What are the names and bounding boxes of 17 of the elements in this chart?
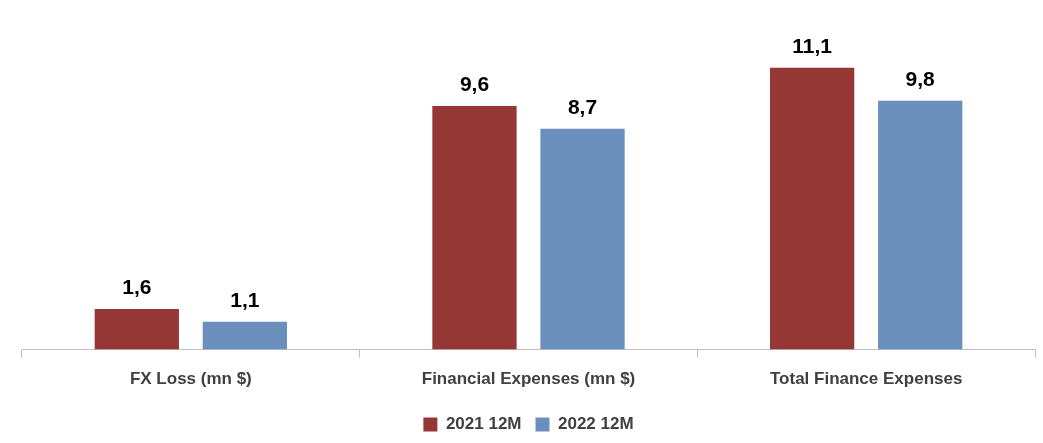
data-label: 8,7 (567, 95, 598, 119)
x-tick-label: Financial Expenses (mn $) (421, 369, 636, 389)
bar (770, 67, 855, 350)
data-label: 1,6 (122, 275, 152, 299)
data-label: 9,6 (459, 72, 490, 96)
x-tick-label: Total Finance Expenses (769, 369, 963, 389)
bar (878, 100, 963, 350)
bar (540, 128, 625, 350)
data-label: 1,1 (230, 287, 260, 311)
data-label: 11,1 (792, 34, 833, 58)
bar (432, 105, 517, 350)
bar (94, 308, 179, 350)
data-label: 9,8 (905, 67, 936, 91)
x-tick-label: FX Loss (mn $) (129, 369, 252, 389)
legend-label: 2022 12M (558, 414, 634, 434)
legend-label: 2021 12M (445, 414, 522, 434)
bar (202, 321, 287, 350)
